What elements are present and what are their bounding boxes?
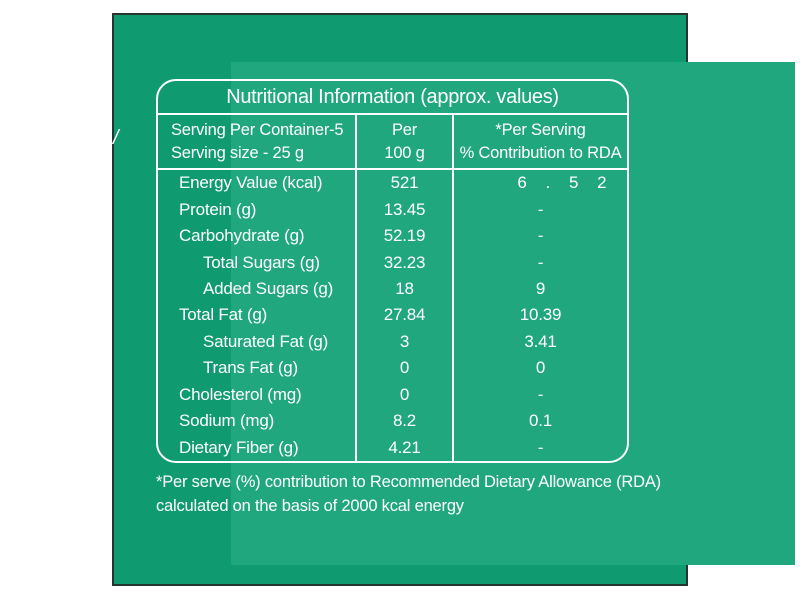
value-per-100g: 8.2 [355,408,452,435]
nutrient-name: Total Fat (g) [179,305,268,325]
value-rda: 3.41 [452,328,627,356]
rda-footnote-line2: calculated on the basis of 2000 kcal ene… [156,496,464,515]
nutrient-name: Saturated Fat (g) [203,331,329,351]
value-rda: 9 [452,275,627,303]
value-per-100g: 0 [355,381,452,409]
nutrition-table: Nutritional Information (approx. values)… [156,79,629,463]
label-inner-panel [231,62,795,565]
nutrient-name: Total Sugars (g) [203,252,320,272]
nutrient-name: Added Sugars (g) [203,279,334,299]
table-title: Nutritional Information (approx. values) [158,81,627,115]
nutrient-name: Cholesterol (mg) [179,384,302,404]
nutrient-name: Energy Value (kcal) [179,173,323,193]
rda-footnote-line1: *Per serve (%) contribution to Recommend… [156,473,661,491]
value-rda: 0 [452,355,627,382]
value-per-100g: 32.23 [355,249,452,276]
value-per-100g: 52.19 [355,222,452,250]
nutrient-name: Carbohydrate (g) [179,226,305,246]
header-per-100g-line1: Per [391,120,418,139]
value-rda: 10.39 [452,302,627,329]
header-per-100g: Per 100 g [355,115,452,170]
value-per-100g: 3 [355,328,452,356]
header-rda: *Per Serving % Contribution to RDA [452,115,627,170]
value-per-100g: 0 [355,355,452,382]
value-rda: 0.1 [452,408,627,435]
value-per-100g: 27.84 [355,302,452,329]
header-serving: Serving Per Container-5 Serving size - 2… [158,115,355,170]
header-rda-line2: % Contribution to RDA [459,143,622,162]
value-per-100g: 13.45 [355,196,452,223]
value-per-100g: 4.21 [355,434,452,461]
value-rda: - [452,381,627,409]
header-serving-line2: Serving size - 25 g [171,143,304,162]
value-rda: - [452,434,627,461]
stray-print-mark: / [113,127,119,149]
value-per-100g: 521 [355,170,452,197]
value-rda: - [452,249,627,276]
value-rda: 6 . 5 2 [452,170,627,197]
table-grid: Serving Per Container-5 Serving size - 2… [158,115,627,461]
value-rda: - [452,196,627,223]
value-rda: - [452,222,627,250]
nutrient-name: Sodium (mg) [179,411,275,431]
header-rda-line1: *Per Serving [495,120,586,139]
nutrient-name: Trans Fat (g) [203,358,299,378]
rda-footnote: *Per serve (%) contribution to Recommend… [156,471,666,518]
header-per-100g-line2: 100 g [384,143,425,162]
nutrient-name: Dietary Fiber (g) [179,437,299,457]
value-per-100g: 18 [355,275,452,303]
header-serving-line1: Serving Per Container-5 [171,120,344,139]
nutrient-name: Protein (g) [179,199,257,219]
label-background [112,13,795,586]
